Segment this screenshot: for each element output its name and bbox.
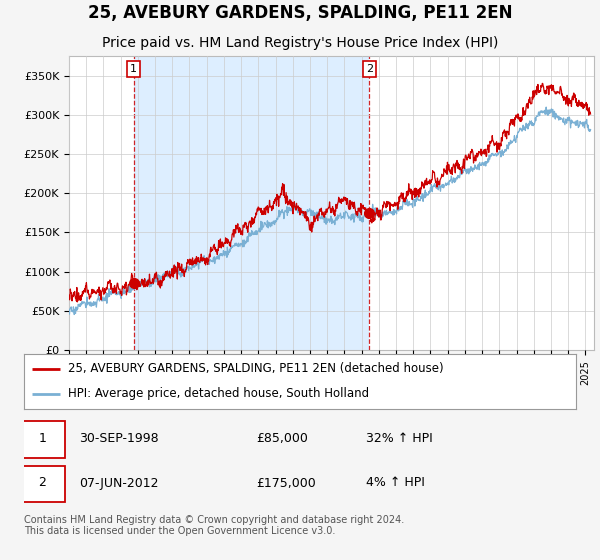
Text: Price paid vs. HM Land Registry's House Price Index (HPI): Price paid vs. HM Land Registry's House … — [102, 35, 498, 49]
Text: 25, AVEBURY GARDENS, SPALDING, PE11 2EN (detached house): 25, AVEBURY GARDENS, SPALDING, PE11 2EN … — [68, 362, 444, 375]
Text: 32% ↑ HPI: 32% ↑ HPI — [366, 432, 433, 445]
Text: HPI: Average price, detached house, South Holland: HPI: Average price, detached house, Sout… — [68, 388, 369, 400]
Text: 4% ↑ HPI: 4% ↑ HPI — [366, 477, 425, 489]
Text: 25, AVEBURY GARDENS, SPALDING, PE11 2EN: 25, AVEBURY GARDENS, SPALDING, PE11 2EN — [88, 4, 512, 22]
Text: Contains HM Land Registry data © Crown copyright and database right 2024.
This d: Contains HM Land Registry data © Crown c… — [24, 515, 404, 536]
Text: £175,000: £175,000 — [256, 477, 316, 489]
Text: 30-SEP-1998: 30-SEP-1998 — [79, 432, 159, 445]
Text: 1: 1 — [130, 64, 137, 74]
Text: £85,000: £85,000 — [256, 432, 308, 445]
Bar — [134, 56, 369, 350]
Text: 07-JUN-2012: 07-JUN-2012 — [79, 477, 158, 489]
Text: 2: 2 — [38, 477, 46, 489]
Text: 2: 2 — [365, 64, 373, 74]
Text: 1: 1 — [38, 432, 46, 445]
FancyBboxPatch shape — [19, 421, 65, 458]
FancyBboxPatch shape — [19, 466, 65, 502]
